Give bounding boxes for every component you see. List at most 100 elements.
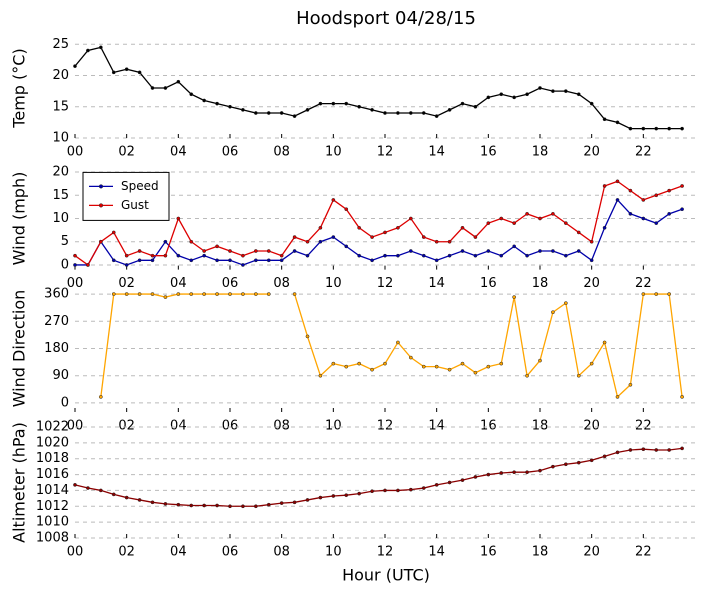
point <box>163 86 168 90</box>
point <box>434 483 439 487</box>
x-tick-label: 08 <box>273 276 290 291</box>
point <box>383 361 387 366</box>
point <box>408 216 413 221</box>
point <box>396 488 400 493</box>
point <box>473 104 478 109</box>
y-tick-label: 15 <box>52 188 69 203</box>
point <box>111 230 116 235</box>
point <box>447 108 452 112</box>
x-tick-label: 06 <box>222 419 239 434</box>
point <box>589 239 594 244</box>
point <box>253 292 258 296</box>
point <box>615 395 620 399</box>
point <box>628 212 633 216</box>
point <box>111 492 116 497</box>
point <box>460 101 465 106</box>
point <box>499 253 504 258</box>
point <box>305 108 310 112</box>
x-tick-label: 14 <box>428 145 445 160</box>
point <box>150 258 155 263</box>
legend-marker <box>98 203 104 208</box>
point <box>551 89 555 93</box>
point <box>318 239 323 244</box>
point <box>396 111 400 115</box>
point <box>383 253 387 258</box>
point <box>202 253 207 258</box>
point <box>318 101 323 106</box>
point <box>447 480 452 485</box>
point <box>318 373 323 378</box>
point <box>667 448 672 452</box>
point <box>563 253 568 258</box>
y-axis-label: Wind Direction <box>10 290 29 408</box>
x-tick-label: 22 <box>635 276 652 291</box>
x-tick-label: 12 <box>377 419 394 434</box>
point <box>279 111 284 115</box>
x-tick-label: 10 <box>325 545 342 560</box>
point <box>202 249 207 253</box>
y-tick-label: 1016 <box>36 467 69 482</box>
point <box>512 221 517 225</box>
point <box>473 370 478 375</box>
point <box>292 500 297 505</box>
point <box>396 225 400 230</box>
point <box>628 382 633 387</box>
point <box>176 216 181 221</box>
point <box>292 249 297 253</box>
x-tick-label: 04 <box>170 419 187 434</box>
point <box>292 114 297 118</box>
point <box>654 221 659 225</box>
y-axis-label: Temp (°C) <box>10 48 29 128</box>
point <box>370 489 374 494</box>
point <box>512 95 517 100</box>
point <box>344 493 349 498</box>
legend: Speed Gust <box>82 171 170 221</box>
point <box>344 207 349 212</box>
point <box>215 244 219 249</box>
point <box>86 486 90 490</box>
point <box>228 292 232 296</box>
x-tick-label: 14 <box>428 545 445 560</box>
point <box>305 253 310 258</box>
point <box>525 212 529 216</box>
x-tick-label: 02 <box>118 145 135 160</box>
point <box>576 373 581 378</box>
point <box>680 126 684 131</box>
point <box>137 249 142 253</box>
series-line <box>75 198 683 266</box>
point <box>654 126 659 131</box>
point <box>512 244 517 249</box>
point <box>447 239 452 244</box>
point <box>215 503 219 508</box>
y-tick-label: 90 <box>52 368 69 383</box>
point <box>499 216 504 221</box>
point <box>525 470 529 475</box>
point <box>641 198 646 202</box>
point <box>279 253 284 258</box>
x-tick-label: 12 <box>377 145 394 160</box>
point <box>421 253 426 258</box>
point <box>357 361 362 366</box>
point <box>499 361 504 366</box>
point <box>525 373 529 378</box>
x-tick-label: 00 <box>67 545 84 560</box>
point <box>279 501 284 505</box>
point <box>486 95 491 100</box>
point <box>279 258 284 263</box>
x-tick-label: 00 <box>67 276 84 291</box>
point <box>396 340 400 345</box>
point <box>228 104 232 109</box>
x-tick-label: 14 <box>428 419 445 434</box>
point <box>434 239 439 244</box>
point <box>615 198 620 202</box>
point <box>150 86 155 90</box>
x-tick-label: 18 <box>532 276 549 291</box>
series-line <box>74 447 683 507</box>
point <box>602 225 607 230</box>
point <box>589 101 594 106</box>
point <box>189 239 194 244</box>
point <box>408 111 413 115</box>
x-tick-label: 16 <box>480 276 497 291</box>
point <box>551 310 555 315</box>
point <box>486 221 491 225</box>
